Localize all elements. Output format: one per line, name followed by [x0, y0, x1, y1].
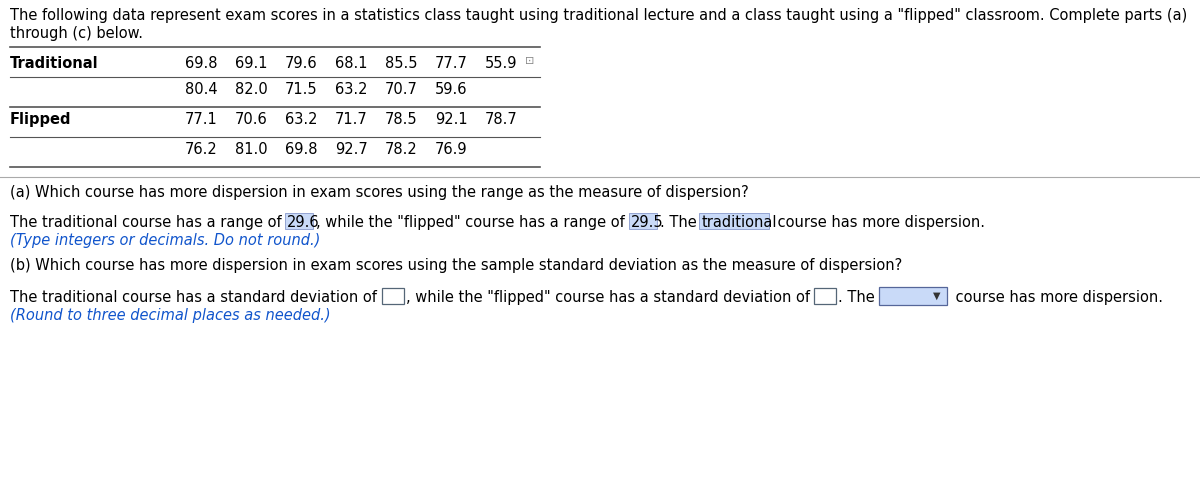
Text: 70.6: 70.6 — [235, 112, 268, 127]
Text: through (c) below.: through (c) below. — [10, 26, 143, 41]
Text: 29.6: 29.6 — [287, 214, 320, 229]
Text: 55.9: 55.9 — [485, 56, 517, 71]
Text: (b) Which course has more dispersion in exam scores using the sample standard de: (b) Which course has more dispersion in … — [10, 257, 902, 272]
Text: , while the "flipped" course has a range of: , while the "flipped" course has a range… — [317, 214, 630, 229]
Text: 79.6: 79.6 — [286, 56, 318, 71]
Text: 92.1: 92.1 — [436, 112, 468, 127]
Text: 85.5: 85.5 — [385, 56, 418, 71]
Text: The traditional course has a range of: The traditional course has a range of — [10, 214, 287, 229]
Text: , while the "flipped" course has a standard deviation of: , while the "flipped" course has a stand… — [406, 289, 814, 304]
Text: (a) Which course has more dispersion in exam scores using the range as the measu: (a) Which course has more dispersion in … — [10, 184, 749, 199]
Text: 69.8: 69.8 — [286, 142, 318, 157]
Text: 78.2: 78.2 — [385, 142, 418, 157]
Text: 29.5: 29.5 — [631, 214, 664, 229]
Text: 78.7: 78.7 — [485, 112, 517, 127]
Text: 76.2: 76.2 — [185, 142, 217, 157]
Text: 69.1: 69.1 — [235, 56, 268, 71]
Text: traditional: traditional — [702, 214, 778, 229]
Text: 77.7: 77.7 — [436, 56, 468, 71]
Text: 63.2: 63.2 — [286, 112, 318, 127]
Text: 71.5: 71.5 — [286, 82, 318, 97]
Text: . The: . The — [660, 214, 701, 229]
Text: Traditional: Traditional — [10, 56, 98, 71]
Text: The following data represent exam scores in a statistics class taught using trad: The following data represent exam scores… — [10, 8, 1187, 23]
Text: 82.0: 82.0 — [235, 82, 268, 97]
Text: (Type integers or decimals. Do not round.): (Type integers or decimals. Do not round… — [10, 232, 320, 247]
Text: 68.1: 68.1 — [335, 56, 367, 71]
Text: (Round to three decimal places as needed.): (Round to three decimal places as needed… — [10, 307, 331, 322]
Text: The traditional course has a standard deviation of: The traditional course has a standard de… — [10, 289, 382, 304]
Text: 70.7: 70.7 — [385, 82, 418, 97]
Text: 59.6: 59.6 — [436, 82, 468, 97]
Text: . The: . The — [838, 289, 875, 304]
Text: 69.8: 69.8 — [185, 56, 217, 71]
Text: course has more dispersion.: course has more dispersion. — [950, 289, 1163, 304]
Text: course has more dispersion.: course has more dispersion. — [773, 214, 985, 229]
Text: 77.1: 77.1 — [185, 112, 217, 127]
Text: 81.0: 81.0 — [235, 142, 268, 157]
Text: ▼: ▼ — [932, 290, 941, 301]
Text: 80.4: 80.4 — [185, 82, 217, 97]
Text: 63.2: 63.2 — [335, 82, 367, 97]
Text: 78.5: 78.5 — [385, 112, 418, 127]
Text: 76.9: 76.9 — [436, 142, 468, 157]
Text: 92.7: 92.7 — [335, 142, 367, 157]
Text: 71.7: 71.7 — [335, 112, 367, 127]
Text: ⊡: ⊡ — [526, 56, 534, 66]
Text: Flipped: Flipped — [10, 112, 72, 127]
